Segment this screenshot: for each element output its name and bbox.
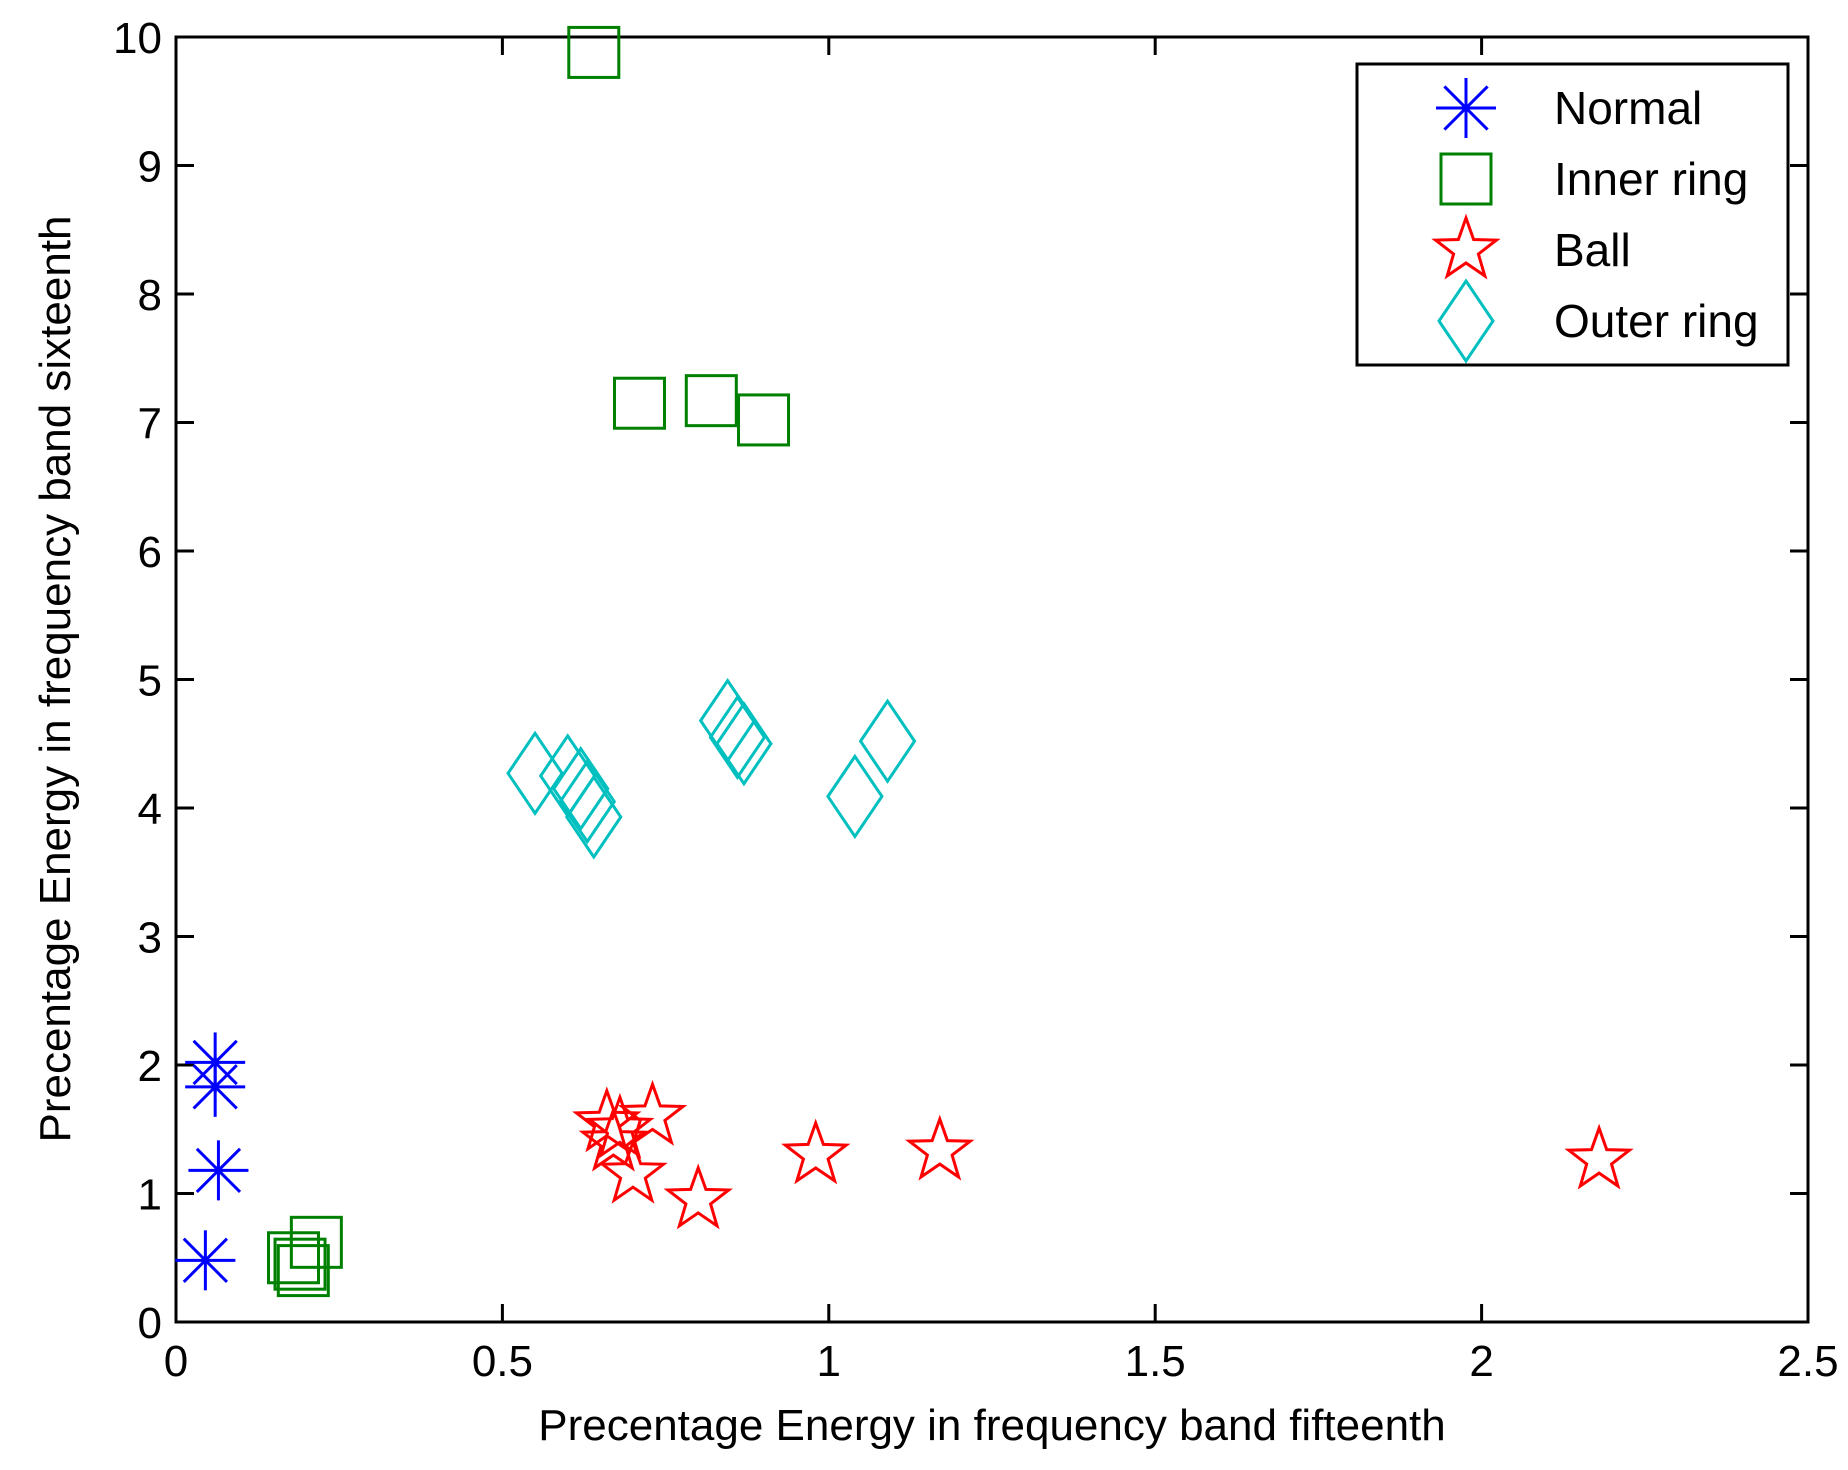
data-markers [175, 25, 1634, 1298]
point-ball [905, 1114, 975, 1181]
point-outer-ring [826, 753, 884, 840]
legend-marker-normal [1436, 78, 1496, 138]
y-tick-label: 5 [138, 657, 162, 706]
legend-marker-outer-ring [1437, 278, 1495, 364]
x-tick-label: 1 [817, 1337, 841, 1386]
x-tick-label: 2.5 [1777, 1337, 1838, 1386]
point-inner-ring [612, 376, 666, 430]
x-tick-label: 0 [164, 1337, 188, 1386]
point-ball [598, 1137, 668, 1204]
point-outer-ring [564, 774, 623, 860]
point-ball [578, 1105, 649, 1172]
y-tick-label: 6 [138, 528, 162, 577]
y-tick-label: 7 [138, 400, 162, 449]
point-ball [663, 1163, 733, 1230]
point-ball [585, 1092, 655, 1159]
legend-marker-ball [1431, 213, 1501, 280]
point-normal [185, 1056, 246, 1117]
y-tick-label: 2 [138, 1042, 162, 1091]
y-tick-label: 3 [138, 914, 162, 963]
x-tick-label: 2 [1469, 1337, 1493, 1386]
y-tick-label: 8 [138, 271, 162, 320]
legend-label-normal: Normal [1554, 82, 1702, 134]
y-axis-label: Precentage Energy in frequency band sixt… [31, 215, 80, 1142]
point-outer-ring [708, 694, 767, 781]
point-inner-ring [289, 1215, 343, 1269]
point-inner-ring [737, 393, 791, 447]
point-inner-ring [276, 1244, 330, 1298]
point-inner-ring [267, 1231, 321, 1285]
legend-label-inner-ring: Inner ring [1554, 153, 1748, 205]
axis-tick-labels: 0 0.5 1 1.5 2 2.5 0 1 2 3 4 5 6 7 8 9 10 [113, 14, 1839, 1386]
point-ball [617, 1079, 688, 1146]
x-tick-label: 0.5 [472, 1337, 533, 1386]
legend-box [1355, 62, 1790, 367]
y-tick-label: 4 [138, 785, 162, 834]
point-inner-ring [273, 1237, 327, 1291]
point-outer-ring [558, 758, 617, 845]
y-tick-label: 1 [138, 1171, 162, 1220]
y-tick-label: 10 [113, 14, 162, 63]
legend-label-ball: Ball [1554, 224, 1631, 276]
point-outer-ring [858, 698, 917, 784]
legend-marker-inner-ring [1439, 152, 1493, 206]
point-inner-ring [567, 25, 621, 79]
point-ball [781, 1118, 851, 1185]
point-outer-ring [715, 701, 773, 787]
point-ball [1564, 1123, 1634, 1190]
y-tick-label: 9 [138, 143, 162, 192]
x-tick-label: 1.5 [1125, 1337, 1186, 1386]
point-outer-ring [551, 746, 610, 832]
legend-label-outer-ring: Outer ring [1554, 295, 1759, 347]
legend: Normal Inner ring Ball Outer ring [1355, 62, 1790, 367]
point-inner-ring [684, 374, 738, 428]
x-axis-label: Precentage Energy in frequency band fift… [538, 1401, 1446, 1450]
axis-ticks [174, 35, 1810, 1324]
point-normal [188, 1140, 249, 1201]
point-normal [175, 1230, 236, 1291]
y-tick-label: 0 [138, 1299, 162, 1348]
